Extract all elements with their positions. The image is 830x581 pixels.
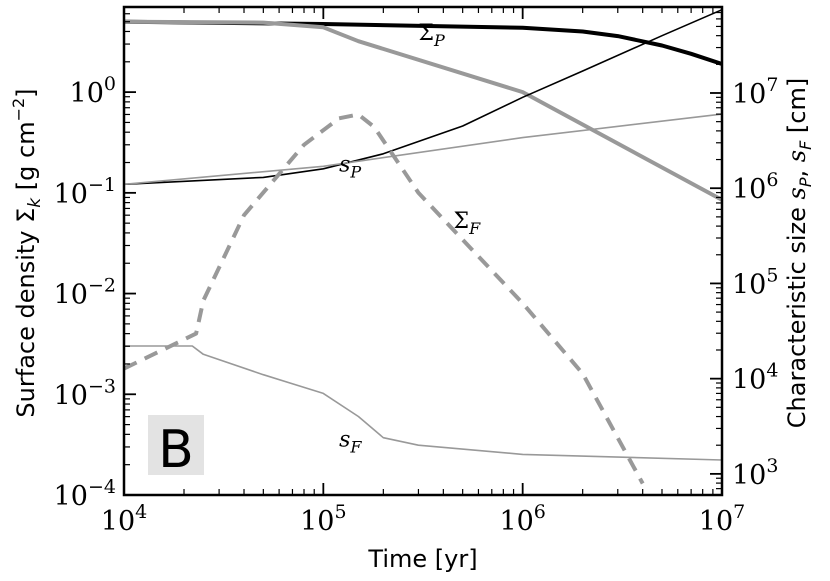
series-line-s-p	[123, 8, 723, 186]
y-left-tick-label: 10−2	[54, 275, 116, 311]
panel-label: B	[148, 415, 204, 480]
series-line-sigma-f	[123, 112, 645, 485]
y-left-tick-label: 10−1	[54, 174, 116, 210]
y-right-axis-title: Characteristic size sP, sF [cm]	[783, 78, 815, 428]
series-line-s-f	[124, 345, 723, 461]
y-right-tick-label: 107	[732, 74, 778, 110]
plot-lines	[123, 8, 723, 485]
series-line-sigma-p	[123, 19, 723, 66]
y-left-tick-label: 10−4	[54, 476, 116, 512]
ticks	[123, 6, 723, 496]
y-left-tick-label: 10−3	[54, 375, 116, 411]
series-label-sigma-f: ΣF	[454, 209, 482, 238]
series-annotations: ΣP sP ΣF sF	[339, 21, 481, 456]
x-tick-label: 105	[300, 501, 346, 537]
panel-label-text: B	[158, 420, 194, 480]
x-tick-label: 104	[101, 501, 147, 537]
y-right-tick-label: 105	[732, 264, 778, 300]
tick-labels: 104 105 106 107 100 10−1 10−2 10−3 10−4 103 104 105…	[54, 73, 779, 537]
series-line-sigma-p-gray	[123, 19, 723, 202]
x-tick-label: 107	[699, 501, 745, 537]
y-right-tick-label: 106	[732, 169, 778, 205]
x-tick-label: 106	[499, 501, 545, 537]
series-line-s-p-gray	[123, 113, 723, 186]
y-right-tick-label: 104	[732, 360, 778, 396]
series-label-s-p: sP	[339, 152, 361, 181]
x-axis-title: Time [yr]	[367, 545, 477, 573]
y-left-axis-title: Surface density Σk [g cm−2]	[9, 88, 45, 417]
panel-label-background	[148, 415, 204, 475]
series-label-s-f: sF	[339, 427, 362, 456]
y-left-tick-label: 100	[70, 73, 116, 109]
plot-frame	[122, 5, 724, 497]
series-label-sigma-p: ΣP	[418, 21, 445, 50]
y-right-tick-label: 103	[732, 455, 778, 491]
